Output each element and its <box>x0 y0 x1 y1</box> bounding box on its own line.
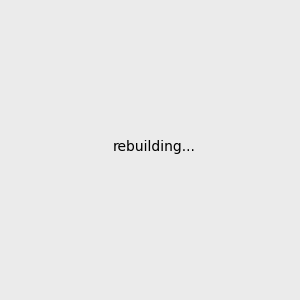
Text: rebuilding...: rebuilding... <box>112 140 195 154</box>
